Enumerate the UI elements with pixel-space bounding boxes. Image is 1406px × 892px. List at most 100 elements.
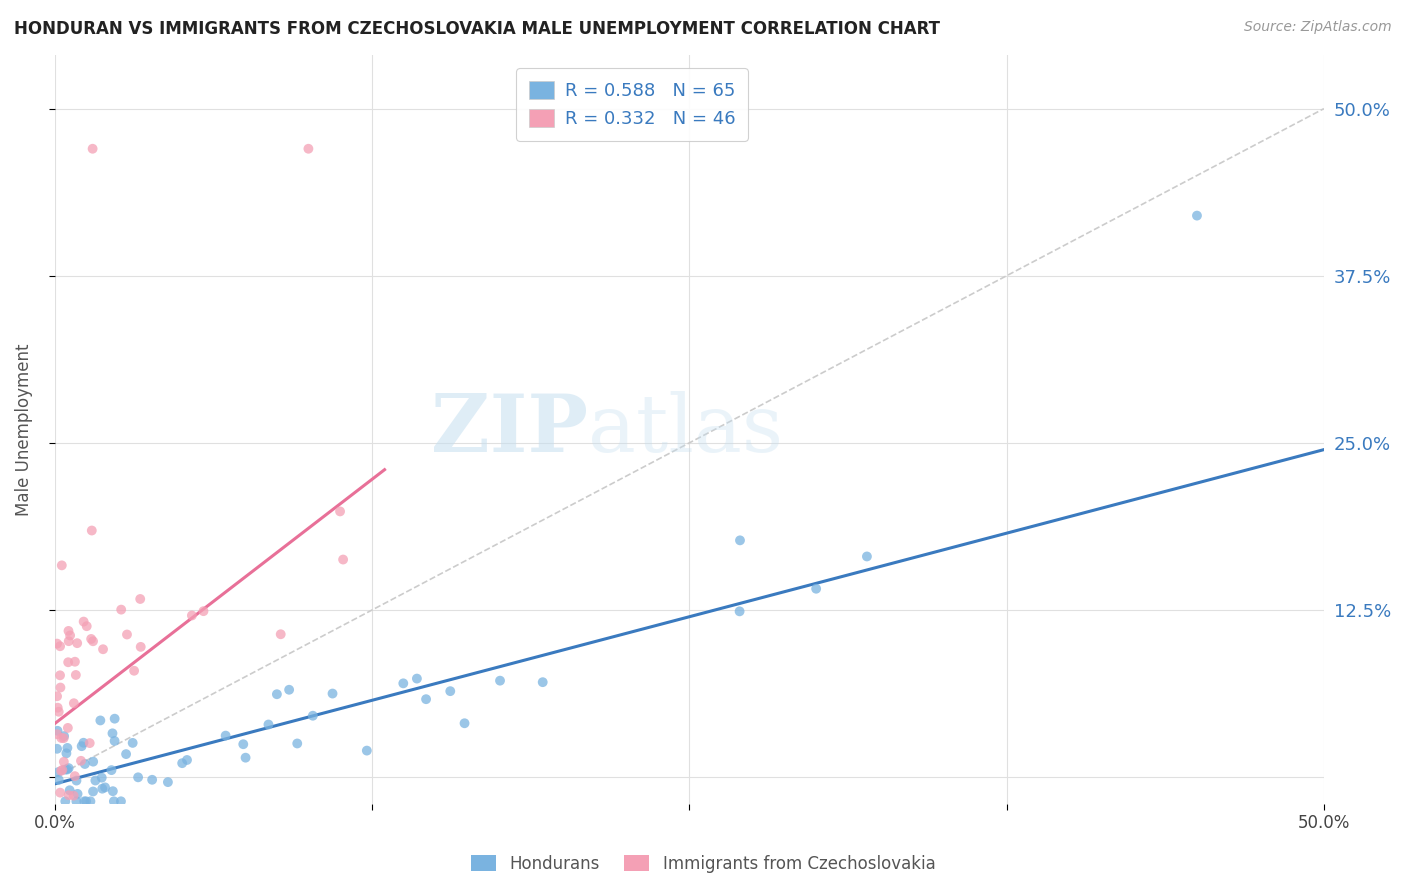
Point	[84, 773, 107, 788]
Point	[63, 696, 86, 710]
Point	[406, 672, 429, 686]
Point	[49, 681, 72, 695]
Point	[72, 615, 94, 629]
Point	[439, 684, 461, 698]
Point	[127, 770, 149, 784]
Point	[82, 142, 104, 156]
Point	[49, 786, 72, 800]
Point	[65, 668, 87, 682]
Legend: Hondurans, Immigrants from Czechoslovakia: Hondurans, Immigrants from Czechoslovaki…	[464, 848, 942, 880]
Point	[235, 750, 257, 764]
Point	[728, 604, 751, 618]
Point	[82, 634, 104, 648]
Point	[46, 727, 69, 741]
Point	[278, 682, 301, 697]
Point	[82, 755, 104, 769]
Y-axis label: Male Unemployment: Male Unemployment	[15, 343, 32, 516]
Point	[48, 772, 70, 787]
Point	[214, 729, 236, 743]
Point	[172, 756, 194, 771]
Point	[79, 794, 101, 808]
Point	[58, 634, 80, 648]
Point	[55, 747, 77, 761]
Point	[804, 582, 827, 596]
Point	[415, 692, 437, 706]
Point	[59, 783, 82, 797]
Point	[856, 549, 879, 564]
Point	[356, 743, 378, 757]
Point	[101, 784, 124, 798]
Point	[103, 794, 125, 808]
Point	[72, 736, 94, 750]
Point	[80, 632, 103, 646]
Point	[332, 552, 354, 566]
Point	[115, 627, 138, 641]
Point	[56, 655, 79, 669]
Point	[90, 771, 112, 785]
Point	[51, 764, 73, 778]
Point	[65, 773, 87, 788]
Point	[101, 726, 124, 740]
Point	[232, 737, 254, 751]
Point	[489, 673, 512, 688]
Point	[180, 608, 202, 623]
Point	[73, 756, 96, 771]
Point	[104, 734, 127, 748]
Point	[62, 789, 84, 803]
Point	[53, 729, 76, 743]
Text: Source: ZipAtlas.com: Source: ZipAtlas.com	[1244, 20, 1392, 34]
Point	[56, 763, 79, 777]
Point	[56, 740, 79, 755]
Point	[58, 761, 80, 775]
Point	[110, 794, 132, 808]
Point	[94, 780, 117, 795]
Point	[75, 794, 97, 808]
Point	[728, 533, 751, 548]
Point	[53, 763, 76, 777]
Point	[51, 763, 73, 777]
Point	[89, 714, 111, 728]
Point	[56, 721, 79, 735]
Point	[63, 655, 86, 669]
Point	[257, 717, 280, 731]
Point	[46, 765, 69, 780]
Text: HONDURAN VS IMMIGRANTS FROM CZECHOSLOVAKIA MALE UNEMPLOYMENT CORRELATION CHART: HONDURAN VS IMMIGRANTS FROM CZECHOSLOVAK…	[14, 20, 941, 37]
Point	[121, 736, 143, 750]
Point	[58, 788, 80, 802]
Point	[73, 794, 96, 808]
Point	[70, 754, 93, 768]
Point	[52, 731, 75, 746]
Point	[302, 708, 325, 723]
Point	[70, 739, 93, 754]
Point	[46, 723, 69, 738]
Point	[531, 675, 554, 690]
Point	[193, 604, 215, 618]
Point	[453, 716, 475, 731]
Point	[129, 640, 152, 654]
Point	[53, 794, 76, 808]
Point	[46, 700, 69, 714]
Point	[66, 636, 89, 650]
Point	[49, 668, 72, 682]
Point	[65, 794, 87, 808]
Point	[80, 524, 103, 538]
Text: atlas: atlas	[588, 391, 783, 468]
Point	[51, 731, 73, 745]
Point	[91, 642, 114, 657]
Point	[329, 504, 352, 518]
Point	[46, 637, 69, 651]
Point	[46, 690, 69, 704]
Point	[129, 592, 152, 607]
Point	[110, 602, 132, 616]
Point	[46, 741, 69, 756]
Point	[141, 772, 163, 787]
Point	[266, 687, 288, 701]
Point	[52, 755, 75, 769]
Point	[66, 787, 89, 801]
Point	[156, 775, 179, 789]
Point	[91, 781, 114, 796]
Point	[49, 639, 72, 653]
Point	[59, 628, 82, 642]
Point	[1185, 209, 1208, 223]
Point	[322, 687, 344, 701]
